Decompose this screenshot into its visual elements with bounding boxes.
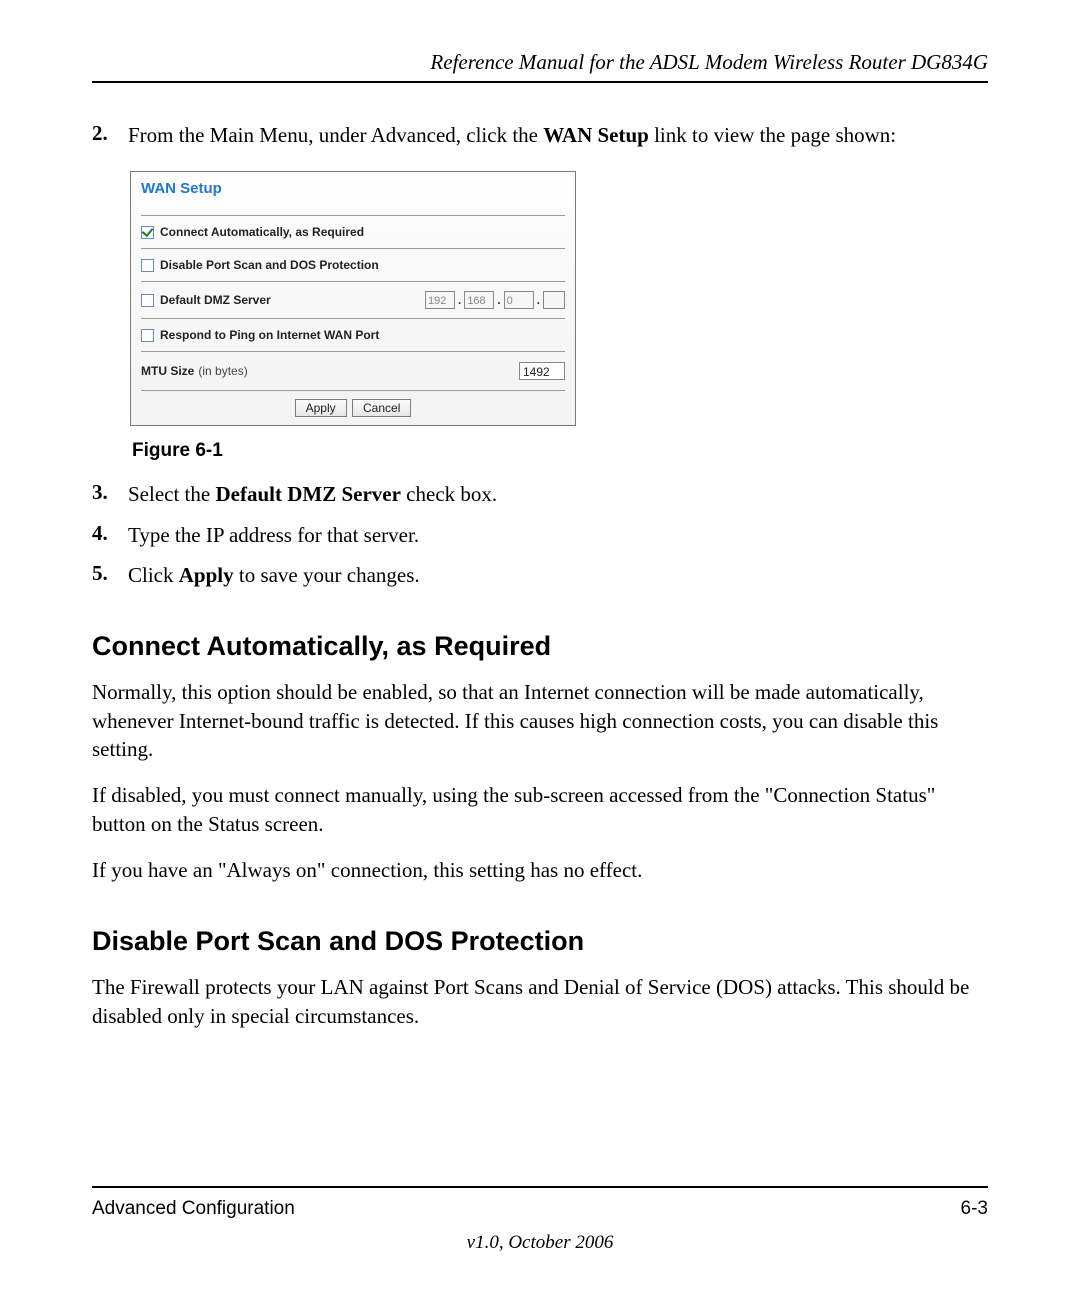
label-connect-auto: Connect Automatically, as Required (160, 225, 364, 239)
footer-rule (92, 1186, 988, 1188)
step-2-post: link to view the page shown: (649, 123, 896, 147)
row-connect-auto: Connect Automatically, as Required (141, 216, 565, 249)
para-disable-1: The Firewall protects your LAN against P… (92, 973, 988, 1030)
page-header-title: Reference Manual for the ADSL Modem Wire… (92, 50, 988, 75)
step-3: 3. Select the Default DMZ Server check b… (92, 480, 988, 508)
step-5-body: Click Apply to save your changes. (128, 561, 988, 589)
row-mtu: MTU Size (in bytes) 1492 (141, 352, 565, 391)
step-5-bold: Apply (179, 563, 234, 587)
cancel-button[interactable]: Cancel (352, 399, 411, 417)
dmz-ip-octet-4[interactable] (543, 291, 565, 309)
step-3-number: 3. (92, 480, 128, 508)
footer-version: v1.0, October 2006 (92, 1232, 988, 1254)
step-3-post: check box. (401, 482, 497, 506)
footer-page-number: 6-3 (961, 1198, 988, 1220)
step-2-bold: WAN Setup (543, 123, 649, 147)
step-2-number: 2. (92, 121, 128, 149)
step-4-number: 4. (92, 521, 128, 549)
para-connect-1: Normally, this option should be enabled,… (92, 678, 988, 763)
heading-connect-auto: Connect Automatically, as Required (92, 631, 988, 662)
dot-icon: . (457, 293, 462, 307)
footer-section-name: Advanced Configuration (92, 1198, 295, 1220)
figure-caption: Figure 6-1 (132, 440, 988, 462)
checkbox-connect-auto[interactable] (141, 226, 154, 239)
label-mtu-sub: (in bytes) (198, 364, 247, 378)
step-2: 2. From the Main Menu, under Advanced, c… (92, 121, 988, 149)
wan-setup-screenshot: WAN Setup Connect Automatically, as Requ… (130, 171, 576, 426)
step-5-number: 5. (92, 561, 128, 589)
step-3-body: Select the Default DMZ Server check box. (128, 480, 988, 508)
step-3-pre: Select the (128, 482, 215, 506)
para-connect-3: If you have an "Always on" connection, t… (92, 856, 988, 884)
step-5-pre: Click (128, 563, 179, 587)
wan-setup-title: WAN Setup (141, 180, 565, 197)
step-4-body: Type the IP address for that server. (128, 521, 988, 549)
checkbox-default-dmz[interactable] (141, 294, 154, 307)
step-5: 5. Click Apply to save your changes. (92, 561, 988, 589)
checkbox-disable-portscan[interactable] (141, 259, 154, 272)
dmz-ip-octet-1[interactable]: 192 (425, 291, 455, 309)
header-rule (92, 81, 988, 83)
dot-icon: . (536, 293, 541, 307)
step-4: 4. Type the IP address for that server. (92, 521, 988, 549)
apply-button[interactable]: Apply (295, 399, 347, 417)
row-respond-ping: Respond to Ping on Internet WAN Port (141, 319, 565, 352)
dmz-ip-octet-3[interactable]: 0 (504, 291, 534, 309)
row-default-dmz: Default DMZ Server 192 . 168 . 0 . (141, 282, 565, 319)
dot-icon: . (496, 293, 501, 307)
label-default-dmz: Default DMZ Server (160, 293, 271, 307)
label-mtu: MTU Size (141, 364, 194, 378)
step-2-body: From the Main Menu, under Advanced, clic… (128, 121, 988, 149)
label-respond-ping: Respond to Ping on Internet WAN Port (160, 328, 379, 342)
step-5-post: to save your changes. (234, 563, 420, 587)
label-disable-portscan: Disable Port Scan and DOS Protection (160, 258, 379, 272)
heading-disable-portscan: Disable Port Scan and DOS Protection (92, 926, 988, 957)
input-mtu-value[interactable]: 1492 (519, 362, 565, 380)
step-2-pre: From the Main Menu, under Advanced, clic… (128, 123, 543, 147)
checkbox-respond-ping[interactable] (141, 329, 154, 342)
step-3-bold: Default DMZ Server (215, 482, 400, 506)
row-disable-portscan: Disable Port Scan and DOS Protection (141, 249, 565, 282)
dmz-ip-octet-2[interactable]: 168 (464, 291, 494, 309)
para-connect-2: If disabled, you must connect manually, … (92, 781, 988, 838)
